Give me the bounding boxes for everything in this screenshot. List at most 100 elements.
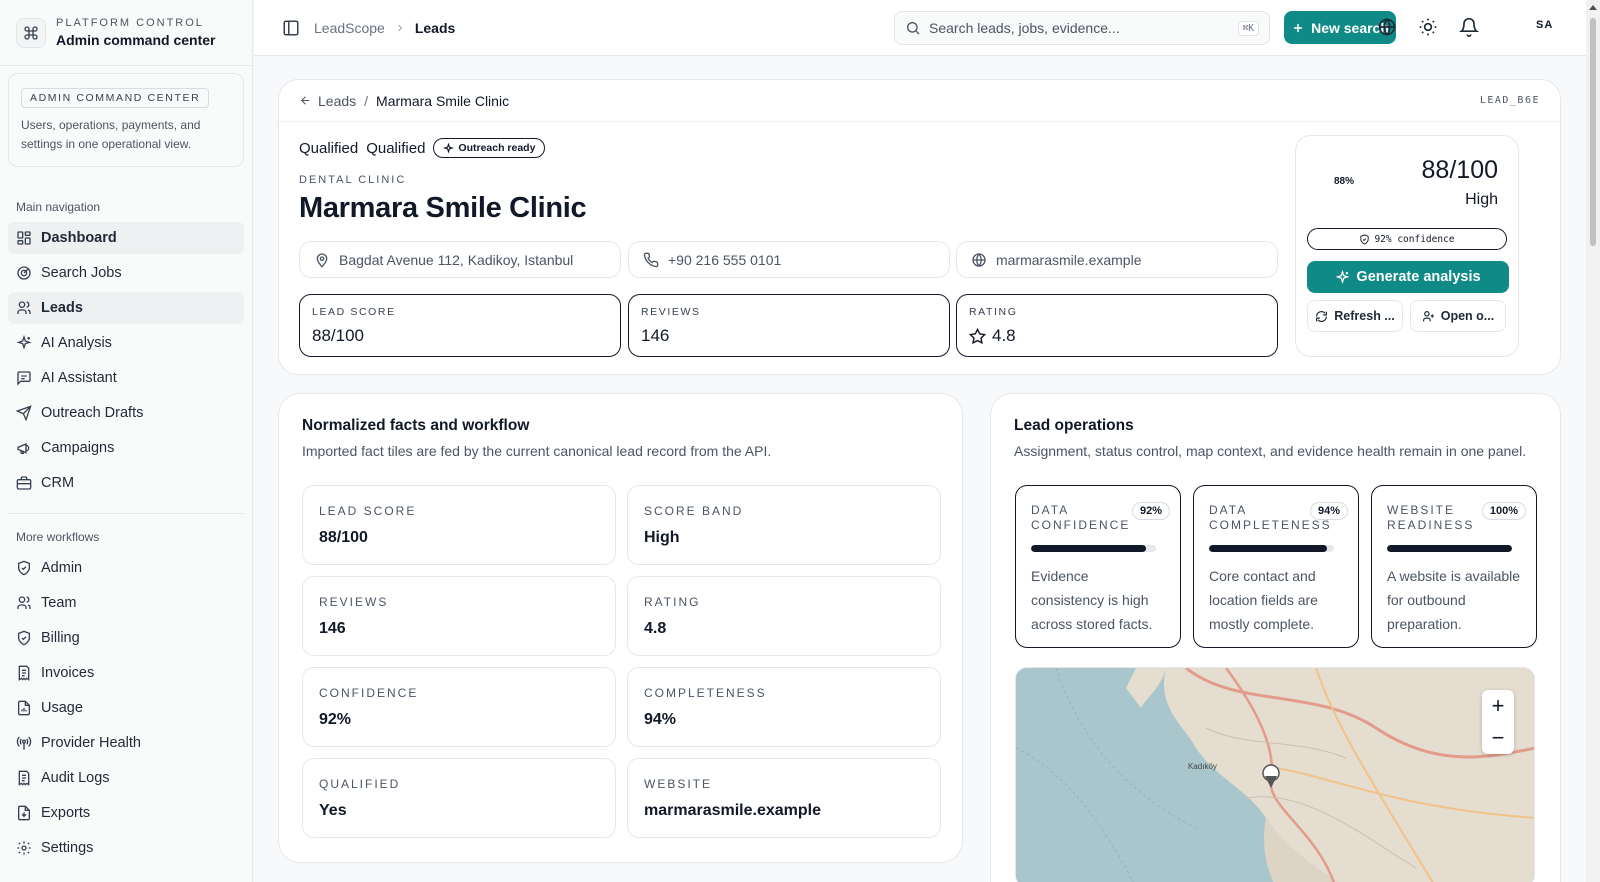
brand-eyebrow: PLATFORM CONTROL [56, 17, 204, 29]
metric-progress-fill [1209, 545, 1327, 552]
shield-check-icon [1359, 233, 1370, 245]
sidebar-item-admin[interactable]: Admin [8, 552, 244, 584]
sidebar-item-settings[interactable]: Settings [8, 832, 244, 864]
confidence-badge: 92% confidence [1307, 228, 1507, 250]
sidebar-item-billing[interactable]: Billing [8, 622, 244, 654]
file-chart-icon [16, 700, 32, 716]
fact-score-band: SCORE BAND High [627, 485, 941, 565]
stat-reviews: REVIEWS 146 [628, 294, 950, 357]
breadcrumb-root[interactable]: LeadScope [314, 19, 385, 36]
globe-icon[interactable] [1377, 17, 1397, 37]
nav-divider [8, 513, 244, 514]
refresh-icon [1315, 310, 1328, 323]
map-zoom-controls: + − [1482, 690, 1514, 754]
metric-website-readiness: WEBSITE READINESS 100% A website is avai… [1371, 485, 1537, 648]
operations-panel: Lead operations Assignment, status contr… [990, 393, 1561, 882]
score-card: 88% 88/100 High 92% confidence Generate … [1295, 135, 1519, 357]
address-text: Bagdat Avenue 112, Kadikoy, Istanbul [339, 251, 574, 268]
page-title: Marmara Smile Clinic [299, 192, 587, 224]
shield-icon [16, 560, 32, 576]
metric-progress [1031, 545, 1156, 552]
fact-label: REVIEWS [319, 595, 389, 609]
sidebar-item-label: CRM [41, 475, 75, 491]
sidebar-item-provider-health[interactable]: Provider Health [8, 727, 244, 759]
address-field[interactable]: Bagdat Avenue 112, Kadikoy, Istanbul [299, 241, 621, 278]
sidebar: PLATFORM CONTROL Admin command center AD… [0, 0, 253, 882]
fact-label: LEAD SCORE [319, 504, 417, 518]
metric-label: WEBSITE READINESS [1387, 503, 1475, 532]
arrow-left-icon[interactable] [299, 94, 312, 107]
receipt-icon [16, 665, 32, 681]
bell-icon[interactable] [1459, 17, 1479, 37]
sidebar-item-leads[interactable]: Leads [8, 292, 244, 324]
sidebar-item-search-jobs[interactable]: Search Jobs [8, 257, 244, 289]
metric-badge: 100% [1481, 502, 1526, 520]
sidebar-item-crm[interactable]: CRM [8, 467, 244, 499]
website-text: marmarasmile.example [996, 251, 1142, 268]
scroll-thumb[interactable] [1590, 18, 1596, 246]
breadcrumb-slash: / [364, 92, 369, 109]
zoom-out-button[interactable]: − [1491, 725, 1505, 750]
sidebar-item-exports[interactable]: Exports [8, 797, 244, 829]
fact-label: COMPLETENESS [644, 686, 767, 700]
sidebar-toggle-icon[interactable] [282, 19, 300, 37]
open-outreach-button[interactable]: Open o... [1410, 300, 1506, 332]
page-scrollbar[interactable] [1586, 0, 1600, 882]
back-to-leads-link[interactable]: Leads [318, 92, 357, 109]
sidebar-item-team[interactable]: Team [8, 587, 244, 619]
sun-icon[interactable] [1418, 17, 1438, 37]
sidebar-item-invoices[interactable]: Invoices [8, 657, 244, 689]
new-search-button[interactable]: New search [1284, 11, 1396, 44]
sidebar-item-outreach-drafts[interactable]: Outreach Drafts [8, 397, 244, 429]
sidebar-item-label: Usage [41, 700, 83, 716]
sidebar-item-audit-logs[interactable]: Audit Logs [8, 762, 244, 794]
status-text: Qualified [366, 139, 426, 157]
lead-hero-card: Leads / Marmara Smile Clinic LEAD_B6E Qu… [278, 79, 1561, 375]
user-plus-icon [1422, 310, 1435, 323]
sidebar-item-usage[interactable]: Usage [8, 692, 244, 724]
sidebar-item-campaigns[interactable]: Campaigns [8, 432, 244, 464]
fact-lead-score: LEAD SCORE 88/100 [302, 485, 616, 565]
refresh-label: Refresh ... [1334, 309, 1395, 323]
global-search[interactable]: ⌘K [894, 11, 1270, 45]
metric-progress-fill [1387, 545, 1512, 552]
sparkles-icon [16, 335, 32, 351]
send-icon [16, 405, 32, 421]
avatar[interactable]: SA [1536, 19, 1554, 31]
metric-description: Core contact and location fields are mos… [1209, 568, 1318, 632]
brand-logo[interactable] [16, 17, 46, 48]
metric-label: DATA CONFIDENCE [1031, 503, 1131, 532]
admin-card: ADMIN COMMAND CENTER Users, operations, … [8, 73, 244, 167]
sidebar-item-ai-analysis[interactable]: AI Analysis [8, 327, 244, 359]
generate-analysis-button[interactable]: Generate analysis [1307, 261, 1509, 293]
metric-label: DATA COMPLETENESS [1209, 503, 1332, 532]
fact-rating: RATING 4.8 [627, 576, 941, 656]
location-map[interactable]: Kadıköy + − [1015, 667, 1535, 882]
search-input[interactable] [929, 20, 1238, 36]
phone-field[interactable]: +90 216 555 0101 [628, 241, 950, 278]
sidebar-item-label: AI Assistant [41, 370, 117, 386]
fact-value: 92% [319, 711, 352, 728]
refresh-button[interactable]: Refresh ... [1307, 300, 1403, 332]
sidebar-item-dashboard[interactable]: Dashboard [8, 222, 244, 254]
facts-panel-title: Normalized facts and workflow [302, 417, 530, 434]
fact-value: 88/100 [319, 529, 368, 546]
outreach-ready-badge: Outreach ready [433, 138, 546, 158]
topbar: LeadScope Leads ⌘K New search SA [254, 0, 1586, 56]
brand-title: Admin command center [56, 32, 216, 48]
stat-label: REVIEWS [641, 306, 701, 318]
antenna-icon [16, 735, 32, 751]
admin-description: Users, operations, payments, and setting… [21, 118, 201, 151]
sidebar-item-label: Dashboard [41, 230, 117, 246]
breadcrumb: LeadScope Leads [314, 20, 455, 36]
fact-value: 4.8 [644, 620, 667, 637]
website-field[interactable]: marmarasmile.example [956, 241, 1278, 278]
zoom-in-button[interactable]: + [1491, 693, 1505, 718]
scroll-up-arrow[interactable] [1589, 5, 1597, 10]
metric-data-confidence: DATA CONFIDENCE 92% Evidence consistency… [1015, 485, 1181, 648]
stat-value-text: 4.8 [992, 326, 1016, 345]
more-nav-title: More workflows [16, 530, 100, 544]
map-tiles [1016, 668, 1534, 882]
sidebar-item-ai-assistant[interactable]: AI Assistant [8, 362, 244, 394]
sidebar-item-label: Invoices [41, 665, 95, 681]
